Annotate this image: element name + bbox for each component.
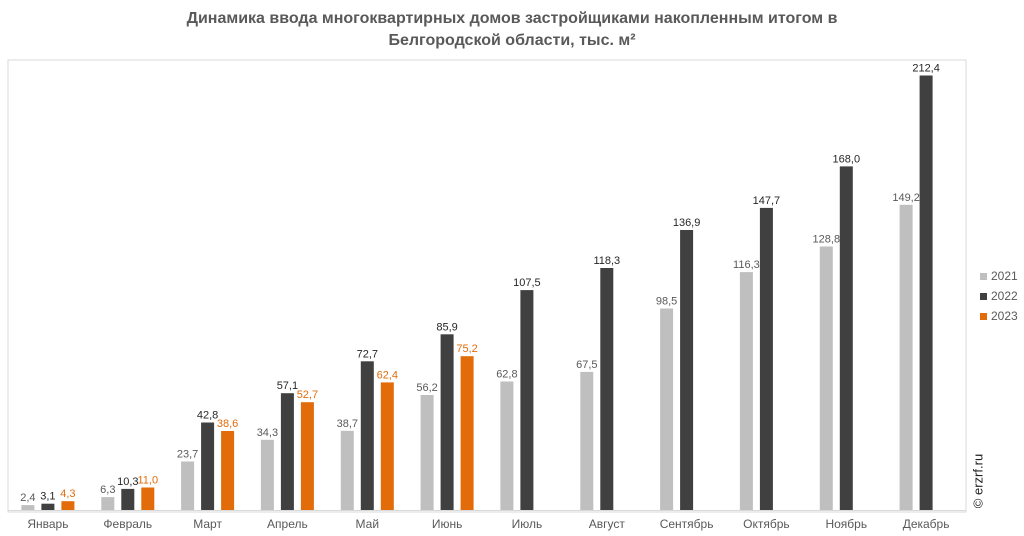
bar-2023-3	[221, 431, 235, 510]
data-label-2021-7: 62,8	[496, 369, 517, 381]
data-label-2021-5: 38,7	[337, 418, 358, 430]
data-label-2022-6: 85,9	[436, 321, 457, 333]
data-label-2021-9: 98,5	[656, 296, 677, 308]
x-tick-label-10: Октябрь	[743, 517, 790, 531]
bar-2022-10	[759, 207, 773, 510]
data-label-2023-4: 52,7	[297, 389, 318, 401]
x-tick-label-9: Сентябрь	[660, 517, 714, 531]
bars-layer	[21, 75, 933, 511]
bar-2021-7	[500, 381, 514, 510]
data-label-2021-4: 34,3	[257, 427, 278, 439]
legend-item-2021: 2021	[980, 266, 1018, 286]
data-label-2023-1: 4,3	[60, 488, 75, 500]
chart-title-line-1: Динамика ввода многоквартирных домов зас…	[186, 10, 838, 27]
bar-2021-8	[580, 371, 594, 510]
bar-2021-5	[340, 430, 354, 510]
bar-2022-5	[360, 361, 374, 510]
data-label-2021-12: 149,2	[892, 192, 920, 204]
bar-2021-4	[260, 439, 274, 510]
data-label-2023-3: 38,6	[217, 418, 238, 430]
data-label-2022-10: 147,7	[753, 195, 781, 207]
x-tick-label-7: Июль	[512, 517, 543, 531]
data-label-2023-6: 75,2	[456, 343, 477, 355]
legend-swatch-2023	[980, 312, 987, 320]
bar-2022-8	[600, 268, 614, 510]
legend-label-2022: 2022	[991, 289, 1018, 303]
bar-2022-4	[280, 393, 294, 510]
bar-2021-10	[739, 272, 753, 510]
data-label-2022-1: 3,1	[40, 491, 55, 503]
data-label-2022-5: 72,7	[357, 348, 378, 360]
bar-2021-2	[101, 497, 115, 510]
legend-item-2022: 2022	[980, 286, 1018, 306]
bar-2021-1	[21, 505, 35, 510]
bar-2022-1	[41, 503, 55, 510]
bar-2021-11	[819, 246, 833, 510]
chart-title-line-2: Белгородской области, тыс. м²	[388, 32, 636, 49]
data-label-2022-9: 136,9	[673, 217, 701, 229]
data-labels-layer: 2,4 3,1 4,3 6,310,311,0 23,7 42,838,6 34,3 57,1…	[20, 63, 940, 505]
bar-2021-12	[899, 204, 913, 511]
plot-area	[7, 59, 967, 513]
bar-2021-9	[660, 308, 674, 510]
bar-2021-3	[181, 461, 195, 510]
bar-2023-2	[141, 487, 155, 510]
bar-2022-11	[839, 166, 853, 510]
data-label-2021-1: 2,4	[20, 492, 35, 504]
data-label-2022-11: 168,0	[833, 153, 861, 165]
data-label-2022-12: 212,4	[912, 63, 940, 75]
data-label-2022-3: 42,8	[197, 410, 218, 422]
bar-2022-6	[440, 334, 454, 510]
legend-label-2023: 2023	[991, 309, 1018, 323]
legend-label-2021: 2021	[991, 269, 1018, 283]
bar-2023-1	[61, 501, 75, 510]
x-tick-label-12: Декабрь	[903, 517, 950, 531]
x-tick-label-6: Июнь	[432, 517, 463, 531]
x-tick-labels-layer: Январь Февраль Март Апрель Май Июнь Июль Август…	[27, 517, 949, 531]
data-label-2021-3: 23,7	[177, 449, 198, 461]
legend-swatch-2021	[980, 272, 987, 280]
data-label-2022-4: 57,1	[277, 380, 298, 392]
bar-2021-6	[420, 395, 434, 510]
data-label-2022-8: 118,3	[593, 255, 620, 267]
legend: 2021 2022 2023	[980, 266, 1018, 326]
data-label-2021-8: 67,5	[576, 359, 597, 371]
bar-2022-2	[121, 488, 135, 510]
data-label-2021-6: 56,2	[416, 382, 437, 394]
bar-2023-6	[460, 356, 474, 510]
bar-2022-12	[919, 75, 933, 510]
bar-2022-3	[201, 422, 215, 510]
data-label-2022-7: 107,5	[513, 277, 541, 289]
bar-2023-5	[380, 382, 394, 510]
data-label-2021-2: 6,3	[100, 484, 115, 496]
x-tick-label-4: Апрель	[267, 517, 308, 531]
x-tick-label-2: Февраль	[103, 517, 152, 531]
chart-title: Динамика ввода многоквартирных домов зас…	[0, 8, 1024, 52]
bar-2022-7	[520, 290, 534, 510]
x-tick-label-3: Март	[193, 517, 222, 531]
legend-swatch-2022	[980, 292, 987, 300]
data-label-2023-2: 11,0	[138, 475, 159, 487]
watermark-text: © erzrf.ru	[970, 453, 986, 509]
data-label-2023-5: 62,4	[377, 369, 398, 381]
x-tick-label-8: Август	[589, 517, 626, 531]
x-tick-label-11: Ноябрь	[825, 517, 867, 531]
watermark: © erzrf.ru	[968, 446, 988, 516]
x-tick-label-1: Январь	[27, 517, 68, 531]
x-tick-label-5: Май	[356, 517, 380, 531]
bar-2023-4	[300, 402, 314, 510]
legend-item-2023: 2023	[980, 306, 1018, 326]
data-label-2021-11: 128,8	[813, 234, 841, 246]
data-label-2021-10: 116,3	[733, 259, 760, 271]
bar-2022-9	[680, 230, 694, 510]
data-label-2022-2: 10,3	[117, 476, 138, 488]
